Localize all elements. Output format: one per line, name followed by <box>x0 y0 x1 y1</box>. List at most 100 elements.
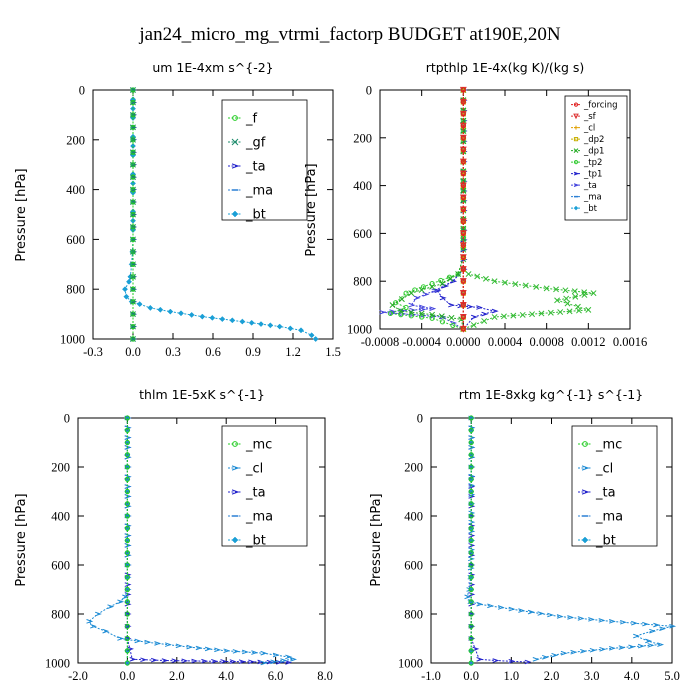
legend-label-ma: _ma <box>595 510 623 525</box>
marker-ta-33 <box>220 659 228 664</box>
y-tick-label: 200 <box>353 131 372 145</box>
marker-cl-17 <box>124 587 132 592</box>
marker-cl-28 <box>154 641 162 646</box>
marker-cl-13 <box>124 543 132 548</box>
marker-cl-24 <box>508 606 516 612</box>
marker-ta-20 <box>124 611 132 617</box>
marker-dp1-21 <box>429 283 436 290</box>
marker-dp1-24 <box>398 296 405 303</box>
marker-bt-22 <box>123 293 130 300</box>
marker-mc-6 <box>124 488 130 495</box>
y-tick-label: 1000 <box>347 323 372 337</box>
marker-cl-5 <box>124 464 132 470</box>
marker-cl-18 <box>466 587 474 592</box>
y-tick-label: 200 <box>51 461 70 475</box>
x-tick-label: 0.0 <box>120 669 136 683</box>
marker-unnamed-32 <box>590 290 597 297</box>
marker-tp1-23 <box>448 302 455 308</box>
marker-mc-17 <box>468 623 474 629</box>
marker-cl-35 <box>223 648 231 654</box>
marker-cl-15 <box>124 562 132 568</box>
marker-tp2-30 <box>419 314 425 320</box>
marker-forcing-17 <box>460 290 466 296</box>
marker-ta-12 <box>468 533 476 538</box>
legend-label-gf: _gf <box>245 136 266 151</box>
marker-forcing-3 <box>460 123 466 129</box>
marker-cl-10 <box>124 513 132 519</box>
y-tick-label: 1000 <box>45 657 70 671</box>
marker-f-6 <box>130 162 136 168</box>
marker-forcing-2 <box>460 111 466 117</box>
marker-forcing-7 <box>460 171 466 177</box>
legend-label-bt: _bt <box>245 534 266 549</box>
marker-unnamed-43 <box>547 309 554 316</box>
y-tick-label: 0 <box>417 412 423 426</box>
y-tick-label: 200 <box>404 461 423 475</box>
marker-unnamed-40 <box>576 307 582 314</box>
marker-unnamed-50 <box>481 318 488 324</box>
marker-cl-21 <box>476 601 484 607</box>
marker-cl-52 <box>580 648 587 654</box>
marker-cl-3 <box>124 445 132 450</box>
legend-label-bt: _bt <box>245 208 266 223</box>
series-line-dp1 <box>391 90 464 330</box>
marker-tp2-26 <box>403 304 409 311</box>
marker-cl-11 <box>124 523 132 529</box>
y-tick-label: 800 <box>66 283 85 297</box>
y-tick-label: 600 <box>66 233 85 247</box>
marker-mc-9 <box>124 525 130 531</box>
marker-legend-dp1-0 <box>573 148 579 153</box>
marker-dp1-22 <box>418 287 425 293</box>
marker-legend-f-0 <box>232 115 238 121</box>
marker-cl-57 <box>532 657 540 662</box>
y-tick-label: 600 <box>404 559 423 573</box>
marker-ta-24 <box>408 302 416 308</box>
marker-cl-24 <box>102 628 110 634</box>
marker-ta-18 <box>468 592 476 597</box>
y-axis-label: Pressure [hPa] <box>369 493 384 586</box>
marker-unnamed-42 <box>557 309 564 315</box>
marker-dp1-25 <box>389 302 396 309</box>
y-axis-label: Pressure [hPa] <box>14 168 29 261</box>
x-tick-label: 0.0008 <box>529 335 563 349</box>
marker-tp1-22 <box>439 295 447 301</box>
x-tick-label: 2.0 <box>544 669 560 683</box>
marker-tp1-25 <box>466 304 474 309</box>
marker-ta-25 <box>140 657 148 663</box>
legend-label-sf: _sf <box>583 112 597 122</box>
marker-tp1-26 <box>476 305 484 310</box>
marker-cl-41 <box>649 628 657 634</box>
marker-forcing-18 <box>460 302 466 308</box>
y-axis-label: Pressure [hPa] <box>304 163 319 256</box>
marker-unnamed-21 <box>482 275 489 282</box>
marker-unnamed-24 <box>512 281 519 288</box>
legend-label-ta: _ta <box>583 181 597 191</box>
marker-mc-5 <box>468 476 474 482</box>
marker-forcing-15 <box>460 266 466 272</box>
marker-sf-1 <box>459 98 467 106</box>
marker-forcing-13 <box>460 242 466 248</box>
marker-sf-0 <box>459 86 467 94</box>
marker-cl-25 <box>117 636 125 641</box>
marker-cl-2 <box>124 435 132 440</box>
marker-mc-7 <box>124 501 130 507</box>
marker-legend-cl-0 <box>581 465 590 471</box>
legend-label-tp2: _tp2 <box>583 158 602 168</box>
marker-tp2-31 <box>429 315 435 321</box>
marker-cl-34 <box>214 647 222 653</box>
marker-bt-42 <box>312 336 319 342</box>
marker-ta-20 <box>468 611 476 617</box>
marker-bt-32 <box>219 316 226 323</box>
marker-mc-12 <box>468 562 474 568</box>
marker-ta-27 <box>161 658 169 663</box>
marker-unnamed-33 <box>581 291 588 298</box>
marker-mc-19 <box>124 648 130 654</box>
marker-cl-37 <box>241 649 249 655</box>
marker-cl-36 <box>631 620 638 626</box>
marker-dp1-19 <box>447 275 454 282</box>
marker-cl-40 <box>272 652 280 658</box>
marker-cl-50 <box>599 646 607 652</box>
marker-cl-42 <box>633 633 640 639</box>
marker-mc-14 <box>468 586 474 593</box>
marker-tp1-29 <box>470 314 478 320</box>
